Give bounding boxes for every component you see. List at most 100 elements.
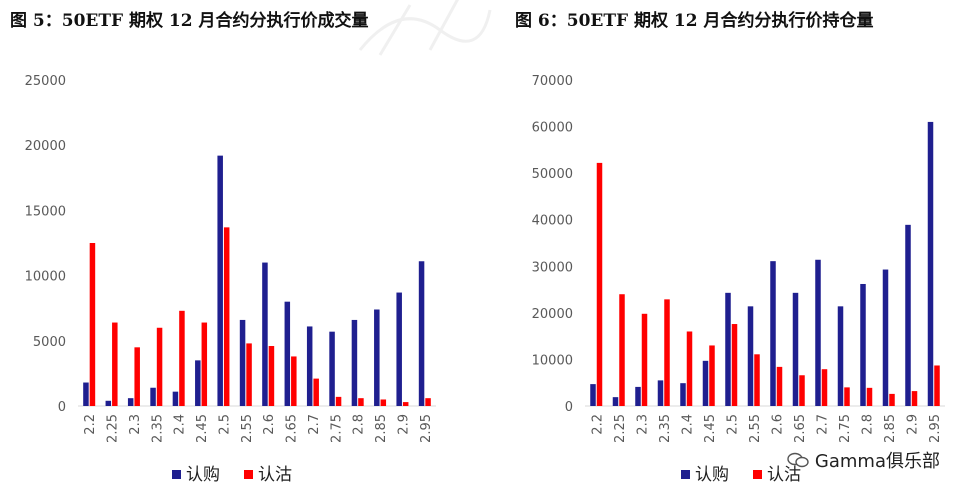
put-bar	[754, 354, 760, 406]
y-tick-label: 70000	[532, 74, 573, 89]
legend-swatch-put	[753, 470, 762, 479]
put-bar	[596, 162, 603, 406]
put-bar	[156, 327, 163, 406]
call-bar	[351, 319, 358, 406]
x-tick-label: 2.4	[173, 414, 188, 435]
put-bar	[402, 402, 409, 406]
call-bar	[725, 292, 731, 406]
chart-title-left: 图 5：50ETF 期权 12 月合约分执行价成交量	[10, 11, 369, 31]
y-tick-label: 20000	[532, 307, 573, 322]
put-bar	[731, 324, 738, 406]
put-bar	[866, 387, 873, 406]
x-tick-label: 2.2	[590, 414, 605, 435]
call-bar	[792, 292, 799, 406]
y-tick-label: 25000	[25, 74, 66, 89]
put-bar	[223, 227, 230, 406]
put-bar	[112, 322, 118, 406]
x-tick-label: 2.3	[128, 414, 143, 435]
x-tick-label: 2.45	[195, 414, 210, 443]
y-tick-label: 0	[58, 400, 66, 415]
put-bar	[179, 310, 185, 406]
x-tick-label: 2.25	[613, 414, 628, 443]
put-bar	[134, 347, 140, 406]
put-bar	[709, 345, 715, 406]
put-bar	[89, 243, 96, 406]
y-tick-label: 40000	[532, 214, 573, 229]
watermark-text: Gamma俱乐部	[814, 451, 940, 472]
x-tick-label: 2.75	[838, 414, 853, 443]
call-bar	[747, 306, 754, 406]
call-bar	[83, 382, 89, 406]
put-bar	[335, 396, 342, 406]
y-tick-label: 10000	[532, 353, 573, 368]
put-bar	[619, 294, 625, 406]
x-tick-label: 2.9	[905, 414, 920, 435]
put-bar	[201, 322, 208, 406]
x-tick-label: 2.6	[770, 414, 785, 435]
call-bar	[657, 380, 664, 406]
open-interest-chart: 0 10000 20000 30000 40000 50000 60000 70000 2.2 2…	[532, 74, 945, 485]
x-tick-label: 2.45	[703, 414, 718, 443]
call-bar	[702, 360, 709, 406]
legend-label-put: 认沽	[258, 465, 292, 485]
call-bar	[815, 259, 821, 406]
legend-label-call: 认购	[695, 465, 729, 485]
chart-title-right: 图 6：50ETF 期权 12 月合约分执行价持仓量	[515, 11, 874, 31]
legend-swatch-call	[681, 470, 690, 479]
x-tick-label: 2.8	[860, 414, 875, 435]
call-bar	[306, 326, 313, 406]
call-bar	[172, 391, 179, 406]
call-bar	[927, 121, 934, 407]
call-bar	[770, 261, 776, 406]
call-bar	[882, 269, 889, 406]
y-tick-label: 15000	[25, 204, 66, 219]
put-bar	[358, 398, 364, 406]
call-bar	[635, 386, 641, 406]
put-bar	[844, 387, 850, 406]
x-tick-label: 2.7	[815, 414, 830, 435]
call-bar	[262, 262, 268, 406]
y-tick-label: 30000	[532, 260, 573, 275]
x-tick-label: 2.2	[83, 414, 98, 435]
put-bar	[934, 365, 940, 406]
x-tick-label: 2.5	[217, 414, 232, 435]
put-bar	[686, 331, 693, 406]
legend-swatch-call	[172, 470, 181, 479]
call-bar	[590, 384, 596, 406]
put-bar	[425, 398, 431, 406]
put-bar	[664, 299, 670, 406]
call-bar	[905, 224, 911, 406]
x-tick-label: 2.7	[307, 414, 322, 435]
call-bar	[239, 319, 246, 406]
y-tick-label: 5000	[33, 335, 66, 350]
put-bar	[313, 378, 319, 406]
x-tick-label: 2.35	[658, 414, 673, 443]
call-bar	[217, 155, 223, 406]
x-tick-label: 2.55	[748, 414, 763, 443]
legend-label-put: 认沽	[767, 465, 801, 485]
call-bar	[329, 331, 335, 406]
x-tick-label: 2.75	[329, 414, 344, 443]
call-bar	[284, 301, 291, 406]
call-bar	[396, 292, 402, 406]
put-bar	[889, 393, 895, 406]
call-bar	[127, 398, 134, 406]
volume-chart: 0 5000 10000 15000 20000 25000 2.2 2.25 2.3 2.35 2…	[25, 74, 436, 485]
put-bar	[268, 346, 275, 406]
x-tick-label: 2.6	[262, 414, 277, 435]
x-tick-label: 2.55	[240, 414, 255, 443]
y-tick-label: 50000	[532, 167, 573, 182]
call-bar	[680, 383, 686, 406]
put-bar	[911, 391, 918, 406]
y-tick-label: 10000	[25, 270, 66, 285]
call-bar	[612, 397, 619, 406]
y-tick-label: 0	[565, 400, 573, 415]
legend-label-call: 认购	[186, 465, 220, 485]
call-bar	[418, 261, 425, 406]
x-tick-label: 2.35	[150, 414, 165, 443]
put-bar	[821, 369, 828, 406]
x-tick-label: 2.95	[928, 414, 943, 443]
call-bar	[105, 400, 112, 406]
call-bar	[195, 360, 201, 406]
x-tick-label: 2.5	[725, 414, 740, 435]
